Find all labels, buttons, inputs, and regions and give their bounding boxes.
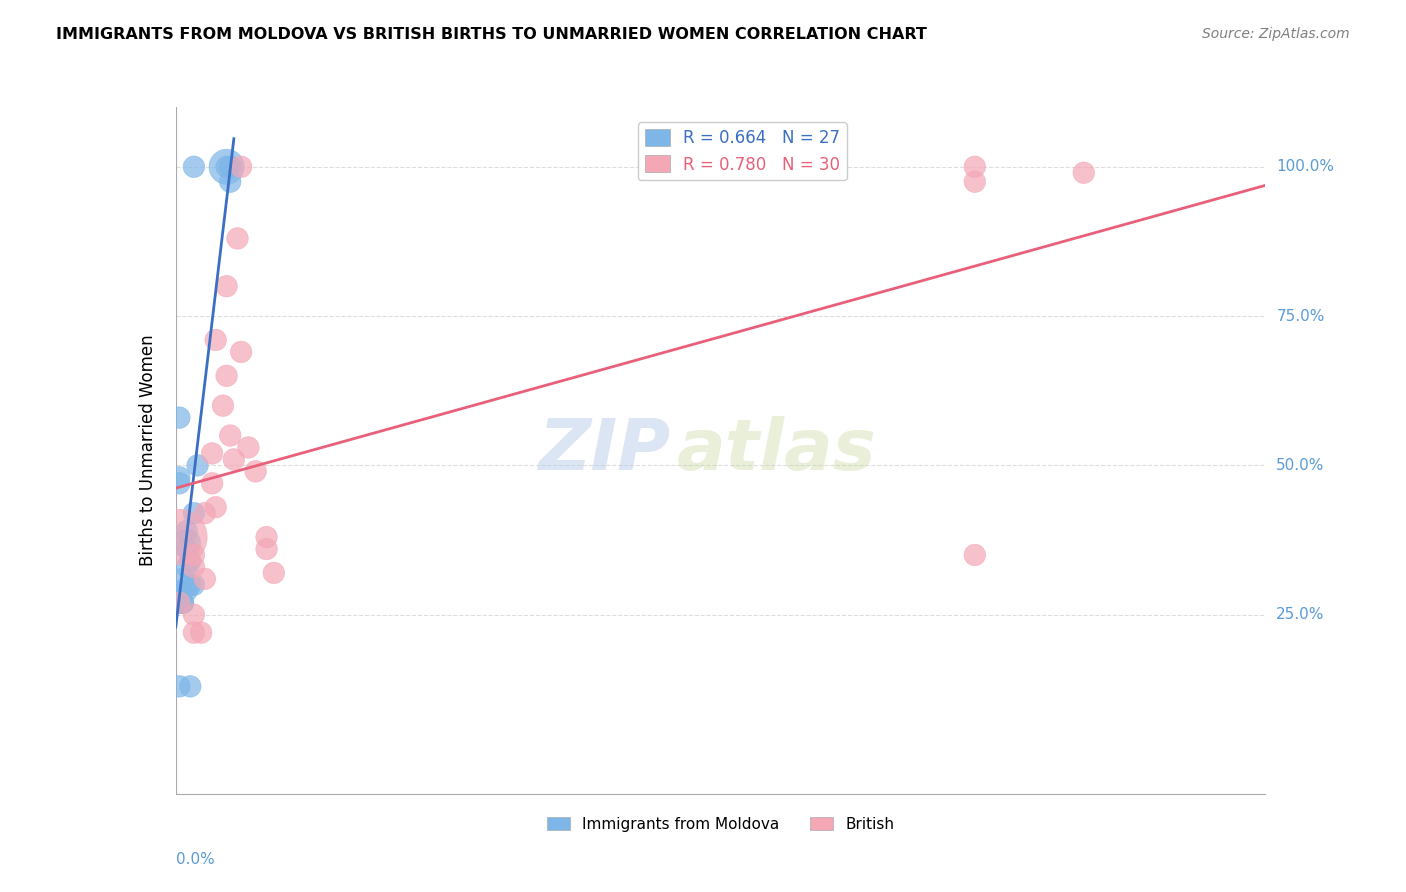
Text: 25.0%: 25.0% (1277, 607, 1324, 623)
Point (256, 530, 278, 544)
Point (215, 368, 238, 383)
Point (179, 578, 201, 592)
Point (219, 428, 242, 442)
Point (263, 566, 285, 580)
Point (169, 476, 191, 491)
Point (169, 596, 191, 610)
Point (231, 345, 253, 359)
Text: 50.0%: 50.0% (1277, 458, 1324, 473)
Point (222, 452, 245, 467)
Point (172, 572, 194, 586)
Point (169, 596, 191, 610)
Text: Source: ZipAtlas.com: Source: ZipAtlas.com (1202, 27, 1350, 41)
Point (176, 583, 198, 598)
Point (231, 160, 253, 174)
Point (176, 560, 198, 574)
Point (186, 458, 209, 473)
Text: 100.0%: 100.0% (1277, 160, 1334, 174)
Point (172, 596, 194, 610)
Point (190, 625, 212, 640)
Text: IMMIGRANTS FROM MOLDOVA VS BRITISH BIRTHS TO UNMARRIED WOMEN CORRELATION CHART: IMMIGRANTS FROM MOLDOVA VS BRITISH BIRTH… (56, 27, 927, 42)
Point (238, 441, 260, 455)
Text: ZIP: ZIP (540, 416, 672, 485)
Point (176, 536, 198, 550)
Point (194, 506, 217, 520)
Point (183, 625, 205, 640)
Point (963, 160, 986, 174)
Point (183, 607, 205, 622)
Y-axis label: Births to Unmarried Women: Births to Unmarried Women (139, 334, 157, 566)
Point (172, 596, 194, 610)
Point (256, 541, 278, 556)
Point (176, 541, 198, 556)
Point (183, 506, 205, 520)
Point (201, 476, 224, 491)
Point (183, 560, 205, 574)
Point (215, 160, 238, 174)
Point (179, 679, 201, 693)
Point (963, 548, 986, 562)
Point (219, 175, 242, 189)
Text: atlas: atlas (678, 416, 877, 485)
Legend: Immigrants from Moldova, British: Immigrants from Moldova, British (541, 811, 900, 838)
Point (204, 500, 226, 515)
Point (245, 464, 267, 478)
Point (963, 175, 986, 189)
Point (226, 231, 249, 245)
Point (1073, 166, 1095, 180)
Point (169, 679, 191, 693)
Point (179, 554, 201, 568)
Point (169, 596, 191, 610)
Point (169, 470, 191, 484)
Point (212, 399, 235, 413)
Point (215, 279, 238, 293)
Point (201, 446, 224, 460)
Point (183, 160, 205, 174)
Point (169, 590, 191, 604)
Point (194, 572, 217, 586)
Point (204, 333, 226, 347)
Point (169, 530, 191, 544)
Text: 0.0%: 0.0% (176, 852, 215, 867)
Point (215, 160, 238, 174)
Point (169, 583, 191, 598)
Point (183, 548, 205, 562)
Point (176, 524, 198, 538)
Text: 75.0%: 75.0% (1277, 309, 1324, 324)
Point (219, 160, 242, 174)
Point (183, 578, 205, 592)
Point (169, 410, 191, 425)
